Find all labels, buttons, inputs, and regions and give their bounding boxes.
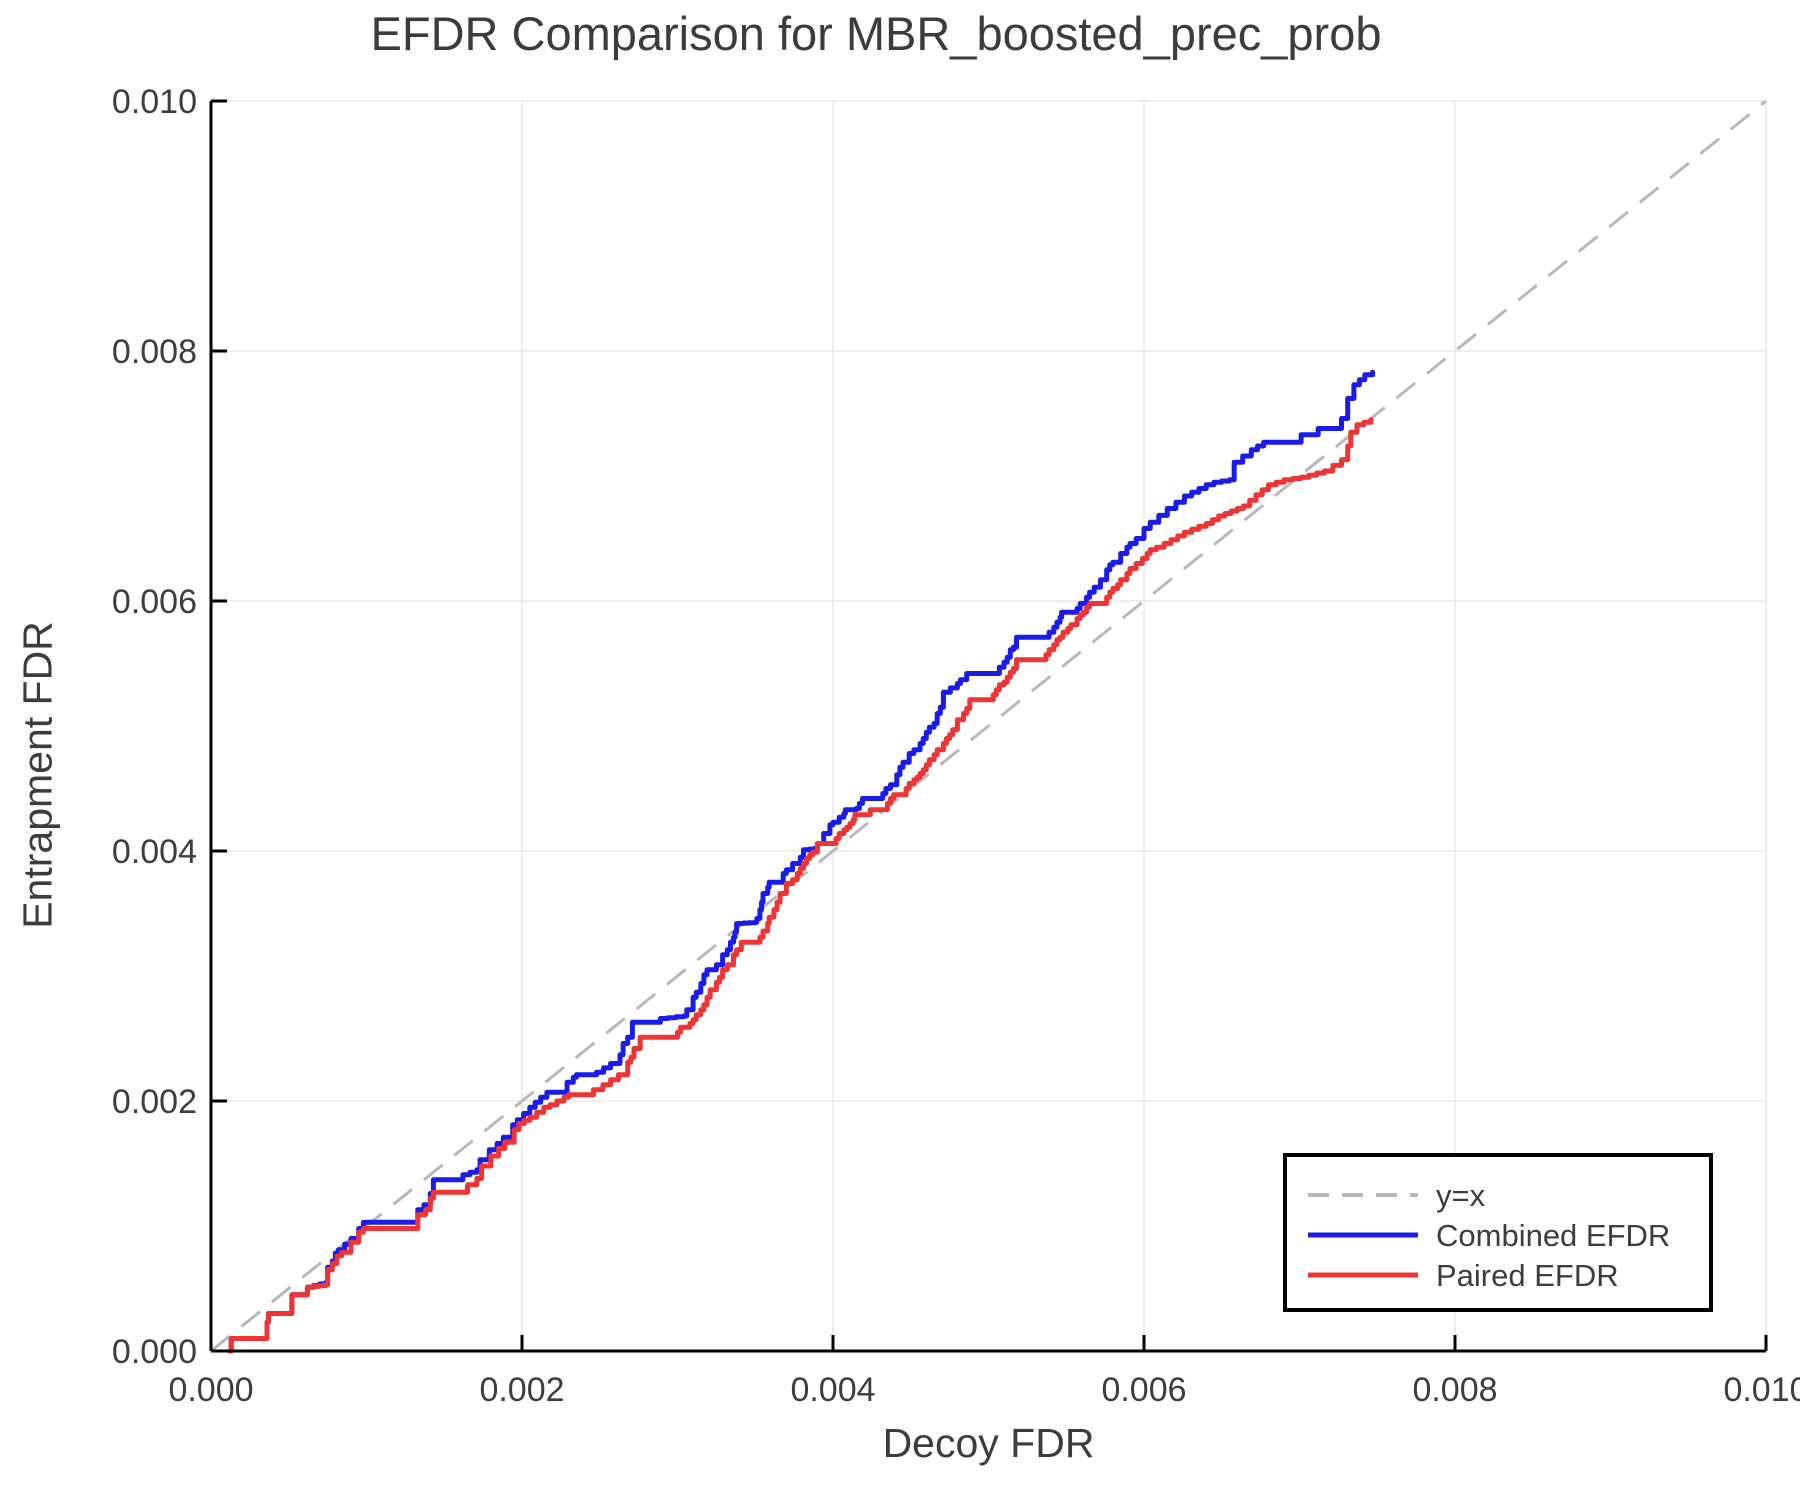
x-tick-label-0: 0.000	[168, 1371, 253, 1409]
y-tick-label-3: 0.006	[112, 583, 197, 621]
y-tick-label-4: 0.008	[112, 333, 197, 371]
legend-label-identity: y=x	[1436, 1177, 1486, 1213]
legend-label-combined-efdr: Combined EFDR	[1436, 1217, 1671, 1253]
series-path-combined-efdr	[227, 369, 1376, 1354]
x-tick-label-4: 0.008	[1412, 1371, 1497, 1409]
x-tick-label-5: 0.010	[1723, 1371, 1800, 1409]
x-tick-label-2: 0.004	[790, 1371, 875, 1409]
paired-efdr-line-sample	[1308, 1272, 1418, 1278]
chart-title: EFDR Comparison for MBR_boosted_prec_pro…	[370, 7, 1382, 60]
legend-entry-combined-efdr: Combined EFDR	[1307, 1215, 1709, 1255]
x-axis-label: Decoy FDR	[882, 1420, 1095, 1466]
y-axis-label: Entrapment FDR	[14, 621, 61, 929]
x-tick-label-3: 0.006	[1101, 1371, 1186, 1409]
x-tick-label-1: 0.002	[479, 1371, 564, 1409]
legend-entry-identity: y=x	[1307, 1175, 1709, 1215]
y-tick-label-1: 0.002	[112, 1083, 197, 1121]
series-path-paired-efdr	[227, 417, 1374, 1354]
legend-label-paired-efdr: Paired EFDR	[1436, 1257, 1619, 1293]
y-tick-label-2: 0.004	[112, 833, 197, 871]
combined-efdr-line-sample	[1308, 1232, 1418, 1238]
y-tick-label-5: 0.010	[112, 83, 197, 121]
legend-entry-paired-efdr: Paired EFDR	[1307, 1255, 1709, 1295]
identity-line	[210, 99, 1767, 1353]
y-tick-label-0: 0.000	[112, 1333, 197, 1371]
legend: y=x Combined EFDR Paired EFDR	[1283, 1153, 1713, 1312]
identity-line-sample	[1308, 1193, 1418, 1197]
